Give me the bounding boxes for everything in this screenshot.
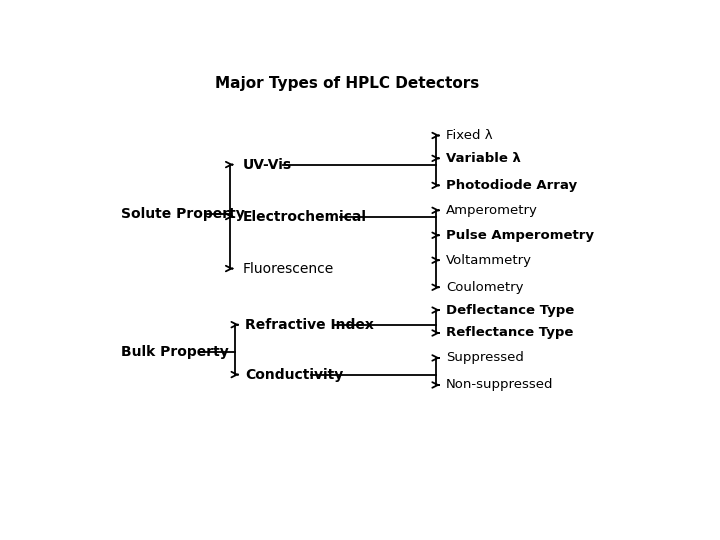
Text: Reflectance Type: Reflectance Type	[446, 327, 573, 340]
Text: Major Types of HPLC Detectors: Major Types of HPLC Detectors	[215, 76, 479, 91]
Text: Coulometry: Coulometry	[446, 281, 523, 294]
Text: Non-suppressed: Non-suppressed	[446, 379, 554, 392]
Text: Electrochemical: Electrochemical	[243, 210, 366, 224]
Text: Variable λ: Variable λ	[446, 152, 521, 165]
Text: Deflectance Type: Deflectance Type	[446, 303, 575, 316]
Text: Solute Property: Solute Property	[121, 207, 245, 221]
Text: Fixed λ: Fixed λ	[446, 129, 492, 142]
Text: Refractive Index: Refractive Index	[245, 318, 374, 332]
Text: Photodiode Array: Photodiode Array	[446, 179, 577, 192]
Text: Pulse Amperometry: Pulse Amperometry	[446, 229, 594, 242]
Text: Fluorescence: Fluorescence	[243, 261, 333, 275]
Text: Bulk Property: Bulk Property	[121, 345, 228, 359]
Text: Amperometry: Amperometry	[446, 204, 538, 217]
Text: UV-Vis: UV-Vis	[243, 158, 292, 172]
Text: Suppressed: Suppressed	[446, 352, 524, 365]
Text: Conductivity: Conductivity	[245, 368, 343, 382]
Text: Voltammetry: Voltammetry	[446, 254, 532, 267]
